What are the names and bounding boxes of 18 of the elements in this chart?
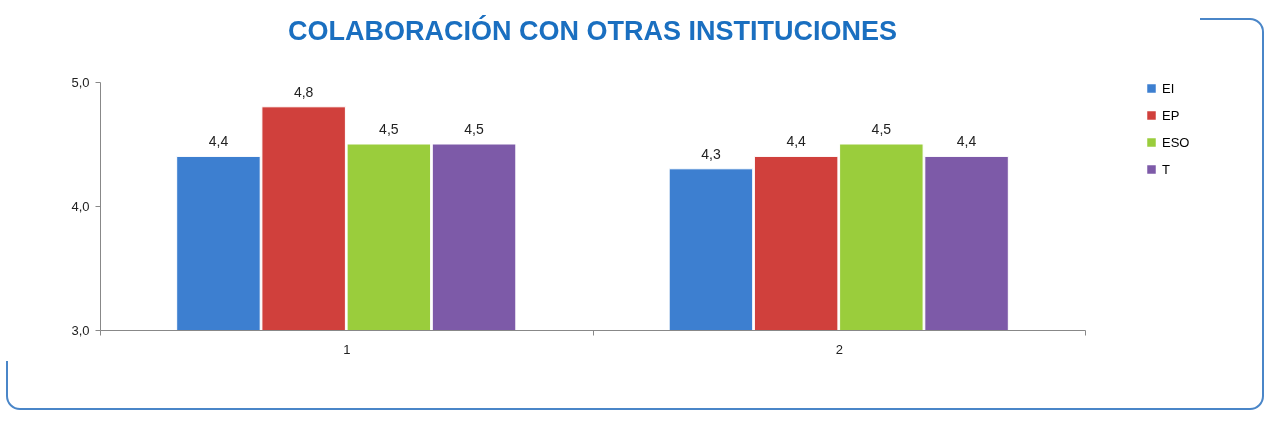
legend-label: T (1162, 161, 1170, 177)
data-label: 4,4 (786, 133, 807, 150)
y-tick-label: 5,0 (71, 74, 90, 90)
chart-title: COLABORACIÓN CON OTRAS INSTITUCIONES (287, 15, 898, 46)
data-label: 4,4 (208, 133, 229, 150)
data-label: 4,5 (379, 121, 399, 137)
data-label: 4,4 (956, 133, 977, 150)
data-label: 4,5 (464, 121, 484, 137)
data-label: 4,5 (871, 121, 892, 137)
y-tick-label: 3,0 (71, 322, 90, 338)
x-tick-label: 2 (835, 341, 843, 357)
x-tick-label: 1 (343, 341, 351, 357)
data-label: 4,8 (293, 83, 314, 100)
legend-label: EI (1162, 80, 1175, 96)
legend-label: EP (1162, 107, 1180, 123)
data-label: 4,3 (701, 145, 721, 162)
legend-label: ESO (1162, 134, 1190, 150)
y-tick-label: 4,0 (71, 198, 90, 214)
